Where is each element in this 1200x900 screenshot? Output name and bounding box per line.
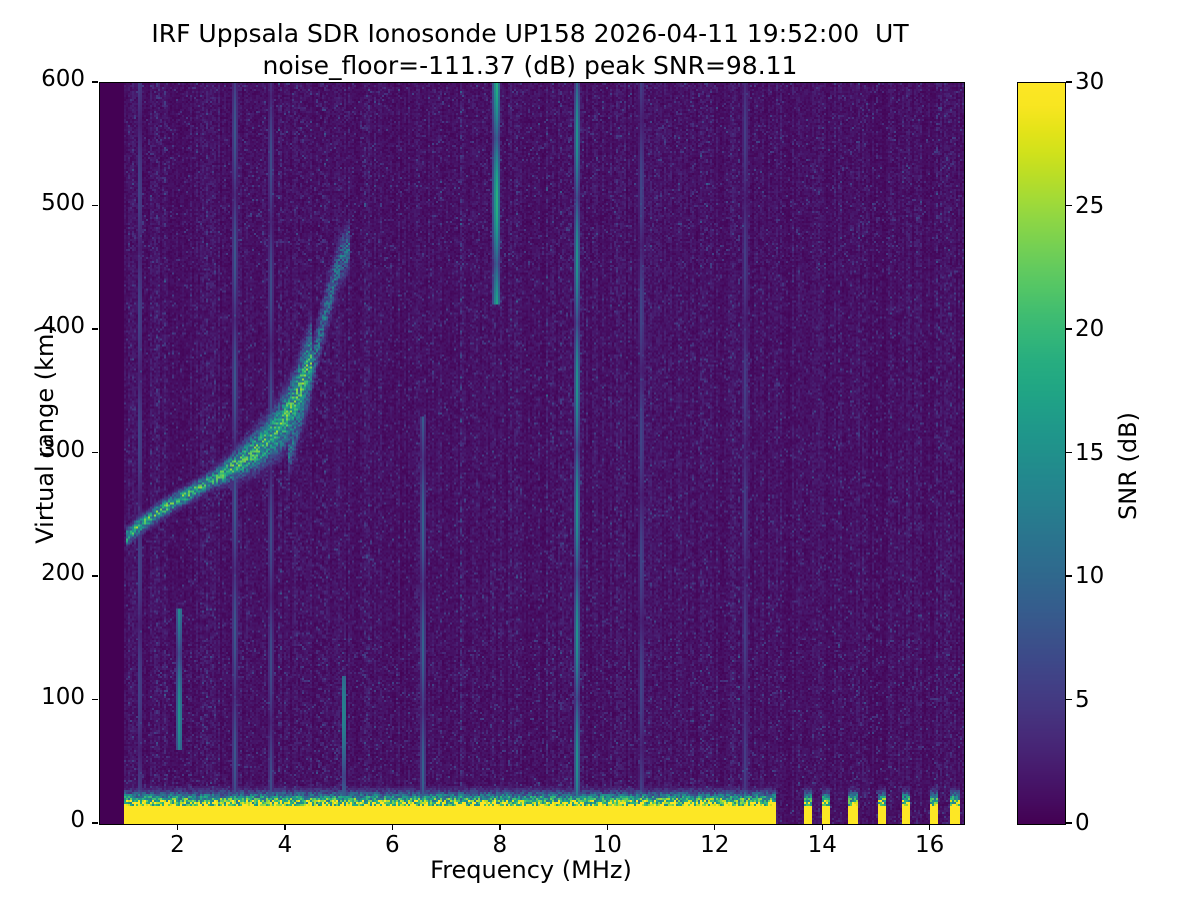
x-axis-tick-label: 10 — [592, 832, 622, 858]
y-axis-tick-mark — [92, 698, 98, 701]
ionogram-heatmap-canvas — [100, 83, 964, 824]
y-axis-tick-label: 300 — [41, 436, 85, 463]
x-axis-tick-mark — [606, 824, 608, 830]
y-axis-tick-mark — [92, 81, 98, 83]
y-axis-tick-label: 200 — [41, 560, 85, 586]
x-axis-tick-mark — [176, 824, 179, 830]
x-axis-tick-label: 14 — [807, 832, 837, 858]
x-axis-tick-mark — [284, 824, 286, 830]
x-axis-tick-label: 16 — [915, 832, 945, 858]
colorbar-tick-label: 30 — [1075, 69, 1105, 95]
x-axis-tick-mark — [391, 824, 394, 830]
title-line-1: IRF Uppsala SDR Ionosonde UP158 2026-04-… — [151, 19, 909, 48]
colorbar-tick-label: 25 — [1075, 192, 1105, 219]
x-axis-tick-label: 6 — [385, 832, 400, 858]
y-axis-tick-label: 500 — [41, 189, 85, 216]
ionogram-plot-area — [99, 82, 965, 825]
colorbar-tick-label: 0 — [1075, 810, 1090, 836]
colorbar-label: SNR (dB) — [1114, 412, 1142, 520]
x-axis-tick-mark — [821, 824, 823, 830]
y-axis-tick-label: 100 — [41, 683, 85, 710]
page-title: IRF Uppsala SDR Ionosonde UP158 2026-04-… — [0, 18, 1060, 82]
colorbar-tick-mark — [1066, 328, 1072, 330]
x-axis-tick-label: 2 — [170, 832, 185, 858]
colorbar-tick-mark — [1066, 451, 1072, 454]
colorbar-tick-mark — [1066, 822, 1072, 824]
y-axis-tick-label: 400 — [41, 313, 85, 339]
colorbar-tick-mark — [1066, 698, 1072, 701]
colorbar-tick-mark — [1066, 81, 1072, 83]
y-axis-tick-mark — [92, 451, 98, 454]
title-line-2: noise_floor=-111.37 (dB) peak SNR=98.11 — [262, 51, 798, 80]
colorbar-tick-mark — [1066, 204, 1072, 207]
colorbar-tick-label: 15 — [1075, 439, 1105, 466]
x-axis-tick-mark — [928, 824, 931, 830]
y-axis-tick-mark — [92, 328, 98, 330]
x-axis-label: Frequency (MHz) — [430, 856, 632, 884]
colorbar-tick-label: 10 — [1075, 563, 1105, 589]
y-axis-tick-mark — [92, 822, 98, 824]
x-axis-tick-label: 12 — [700, 832, 730, 858]
y-axis-tick-label: 600 — [41, 66, 85, 92]
y-axis-tick-mark — [92, 204, 98, 207]
colorbar-tick-label: 20 — [1075, 316, 1105, 342]
y-axis-tick-mark — [92, 575, 98, 577]
x-axis-tick-label: 4 — [277, 832, 293, 858]
x-axis-tick-mark — [714, 824, 716, 830]
colorbar-tick-mark — [1066, 575, 1072, 577]
colorbar — [1017, 82, 1066, 825]
colorbar-gradient — [1018, 83, 1065, 824]
x-axis-tick-mark — [499, 824, 501, 830]
colorbar-tick-label: 5 — [1075, 686, 1090, 713]
x-axis-tick-label: 8 — [492, 832, 508, 858]
y-axis-tick-label: 0 — [70, 807, 85, 833]
